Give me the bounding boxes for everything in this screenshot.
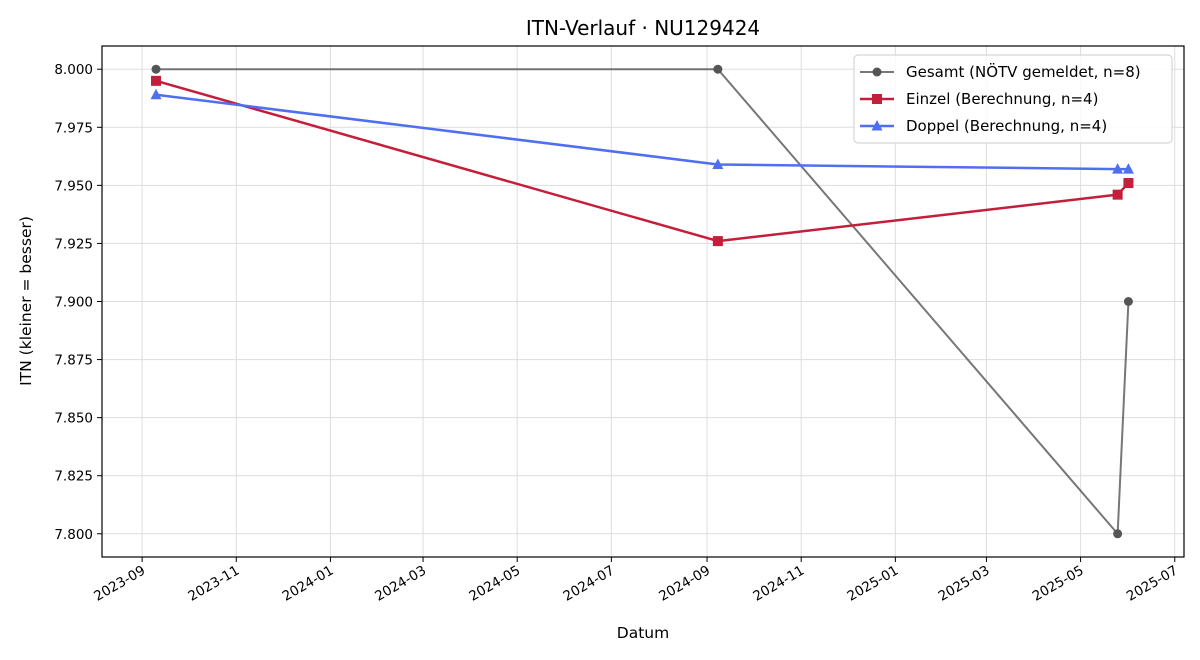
- chart-title: ITN-Verlauf · NU129424: [526, 16, 760, 40]
- data-point: [151, 75, 162, 86]
- y-tick-label: 8.000: [54, 62, 93, 78]
- data-point: [1123, 297, 1133, 306]
- legend-entry: Doppel (Berechnung, n=4): [860, 117, 1107, 135]
- series-line: [155, 93, 1129, 171]
- data-point: [1112, 163, 1124, 174]
- legend: Gesamt (NÖTV gemeldet, n=8) Einzel (Berec…: [853, 54, 1173, 144]
- y-axis-label: ITN (kleiner = besser): [17, 216, 35, 386]
- legend-label: Doppel (Berechnung, n=4): [906, 117, 1107, 135]
- data-point: [713, 64, 723, 74]
- legend-box: [853, 54, 1173, 144]
- legend-entry: Gesamt (NÖTV gemeldet, n=8): [860, 62, 1141, 81]
- y-tick-label: 7.975: [54, 120, 93, 136]
- data-point: [1122, 163, 1134, 174]
- series-1: [151, 64, 1133, 539]
- legend-label: Einzel (Berechnung, n=4): [906, 90, 1098, 108]
- data-point: [1113, 529, 1123, 539]
- y-tick-label: 7.925: [54, 236, 93, 252]
- y-tick-label: 7.800: [54, 527, 93, 543]
- data-point: [150, 88, 162, 100]
- data-point: [1123, 178, 1134, 189]
- legend-entry: Einzel (Berechnung, n=4): [860, 90, 1098, 108]
- legend-marker: [871, 120, 883, 131]
- y-tick-label: 7.950: [54, 178, 93, 194]
- legend-marker: [872, 67, 882, 77]
- y-tick-label: 7.825: [54, 469, 93, 485]
- y-tick-label: 7.875: [54, 353, 93, 369]
- y-tick-label: 7.850: [54, 411, 93, 427]
- series-3: [150, 88, 1134, 174]
- series-line: [155, 79, 1130, 243]
- series-2: [151, 75, 1134, 247]
- data-point: [1112, 189, 1123, 200]
- legend-label: Gesamt (NÖTV gemeldet, n=8): [906, 62, 1141, 81]
- data-point: [712, 158, 724, 169]
- series-lines: [150, 64, 1134, 539]
- data-point: [712, 236, 723, 247]
- x-axis-label: Datum: [617, 624, 669, 642]
- legend-marker: [872, 94, 882, 104]
- data-point: [151, 64, 161, 74]
- series-line: [156, 68, 1130, 535]
- y-tick-label: 7.900: [54, 295, 93, 311]
